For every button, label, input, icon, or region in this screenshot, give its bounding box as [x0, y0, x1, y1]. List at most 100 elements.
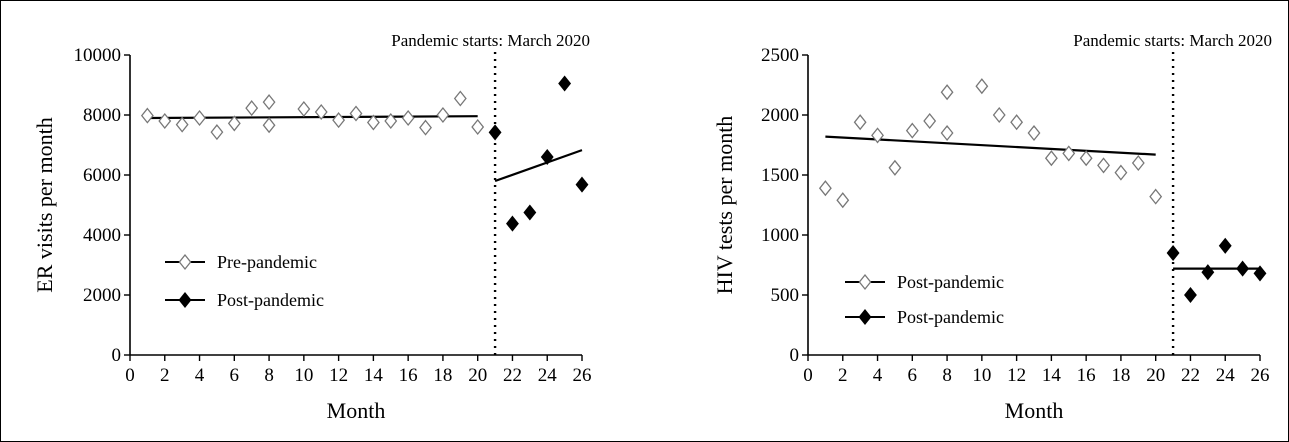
- legend-label: Post-pandemic: [897, 307, 1004, 327]
- data-point-series-1: [366, 114, 380, 131]
- pandemic-annotation: Pandemic starts: March 2020: [1073, 31, 1272, 50]
- data-point-series-1: [210, 124, 224, 141]
- x-tick-label: 4: [195, 365, 205, 386]
- y-tick-label: 500: [771, 285, 800, 306]
- data-point-series-1: [227, 115, 241, 132]
- data-point-series-2: [1236, 260, 1250, 277]
- y-tick-label: 2000: [761, 105, 799, 126]
- data-point-series-1: [419, 119, 432, 136]
- legend-label: Pre-pandemic: [217, 252, 317, 272]
- data-point-series-1: [1097, 157, 1110, 174]
- data-point-series-1: [1010, 114, 1024, 131]
- data-point-series-1: [471, 118, 485, 136]
- data-point-series-2: [506, 215, 519, 232]
- x-tick-label: 24: [1216, 365, 1236, 386]
- legend-label: Post-pandemic: [217, 290, 324, 310]
- data-point-series-2: [1253, 265, 1267, 282]
- pandemic-annotation: Pandemic starts: March 2020: [391, 31, 590, 50]
- y-tick-label: 0: [112, 345, 122, 366]
- x-tick-label: 18: [1111, 365, 1130, 386]
- data-point-series-2: [1166, 244, 1180, 262]
- data-point-series-1: [297, 100, 311, 118]
- data-point-series-1: [905, 122, 919, 139]
- x-tick-label: 20: [1146, 365, 1165, 386]
- data-point-series-2: [558, 75, 572, 92]
- x-tick-label: 12: [1007, 365, 1026, 386]
- data-point-series-2: [523, 204, 537, 221]
- data-point-series-1: [1149, 188, 1163, 205]
- x-tick-label: 6: [230, 365, 240, 386]
- data-point-series-1: [871, 127, 884, 144]
- x-tick-label: 18: [433, 365, 452, 386]
- x-tick-label: 22: [503, 365, 522, 386]
- legend-marker: [178, 253, 192, 271]
- data-point-series-1: [818, 180, 832, 197]
- legend-marker: [178, 291, 192, 309]
- x-tick-label: 26: [1251, 365, 1270, 386]
- x-tick-label: 2: [160, 365, 170, 386]
- x-tick-label: 4: [873, 365, 883, 386]
- x-tick-label: 16: [1077, 365, 1096, 386]
- x-tick-label: 6: [908, 365, 918, 386]
- legend-marker: [858, 273, 872, 291]
- y-tick-label: 10000: [74, 45, 122, 66]
- x-tick-label: 0: [125, 365, 135, 386]
- y-tick-label: 1000: [761, 225, 799, 246]
- y-tick-label: 8000: [83, 105, 121, 126]
- x-tick-label: 2: [838, 365, 848, 386]
- data-point-series-1: [923, 112, 937, 130]
- data-point-series-1: [158, 112, 172, 130]
- data-point-series-1: [1062, 145, 1076, 162]
- data-point-series-2: [488, 124, 502, 141]
- data-point-series-1: [992, 106, 1006, 124]
- data-point-series-1: [262, 94, 276, 111]
- x-tick-label: 22: [1181, 365, 1200, 386]
- data-point-series-1: [1079, 150, 1093, 167]
- data-point-series-1: [975, 78, 989, 95]
- data-point-series-1: [262, 117, 276, 134]
- data-point-series-1: [853, 114, 867, 131]
- x-tick-label: 16: [399, 365, 418, 386]
- y-axis-title: ER visits per month: [32, 117, 57, 292]
- x-tick-label: 14: [364, 365, 384, 386]
- trend-line-series-2: [494, 149, 583, 183]
- data-point-series-1: [940, 84, 954, 101]
- data-point-series-1: [245, 100, 259, 117]
- x-tick-label: 26: [573, 365, 592, 386]
- data-point-series-1: [940, 124, 954, 142]
- y-tick-label: 1500: [761, 165, 799, 186]
- legend-label: Post-pandemic: [897, 272, 1004, 292]
- x-axis-title: Month: [327, 398, 386, 423]
- data-point-series-1: [401, 109, 415, 127]
- data-point-series-2: [1184, 286, 1197, 304]
- data-point-series-1: [1044, 150, 1058, 167]
- data-point-series-2: [1201, 264, 1215, 281]
- legend-marker: [858, 308, 872, 326]
- data-point-series-1: [384, 112, 398, 130]
- data-point-series-1: [314, 103, 328, 121]
- y-tick-label: 0: [790, 345, 800, 366]
- y-tick-label: 2000: [83, 285, 121, 306]
- x-tick-label: 8: [942, 365, 952, 386]
- data-point-series-1: [1131, 154, 1145, 172]
- y-tick-label: 6000: [83, 165, 121, 186]
- data-point-series-1: [836, 192, 850, 209]
- data-point-series-1: [888, 159, 902, 176]
- x-tick-label: 14: [1042, 365, 1062, 386]
- data-point-series-2: [540, 148, 554, 166]
- data-point-series-1: [193, 109, 206, 127]
- y-tick-label: 4000: [83, 225, 121, 246]
- data-point-series-1: [175, 116, 189, 133]
- x-tick-label: 8: [264, 365, 274, 386]
- x-tick-label: 10: [972, 365, 991, 386]
- data-point-series-2: [1218, 237, 1232, 254]
- x-tick-label: 20: [468, 365, 487, 386]
- data-point-series-1: [1027, 124, 1041, 142]
- data-point-series-2: [575, 176, 589, 193]
- data-point-series-1: [332, 112, 346, 129]
- x-tick-label: 12: [329, 365, 348, 386]
- data-point-series-1: [140, 107, 154, 124]
